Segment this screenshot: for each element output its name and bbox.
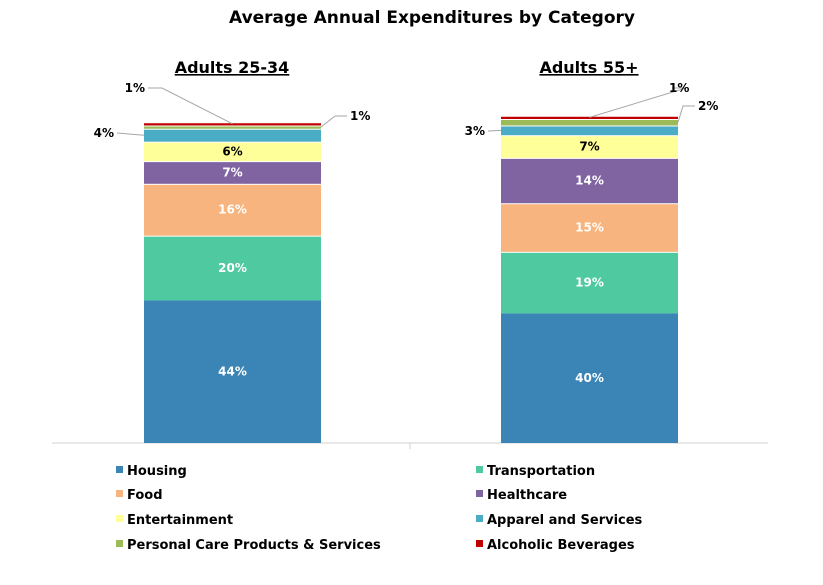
legend-label: Alcoholic Beverages	[487, 538, 635, 553]
data-label: 4%	[94, 126, 114, 140]
group-label: Adults 25-34	[175, 58, 290, 77]
leader-line	[677, 105, 695, 123]
legend-swatch	[476, 466, 483, 473]
legend-item: Housing	[116, 464, 187, 479]
legend-item: Food	[116, 488, 163, 503]
legend-item: Alcoholic Beverages	[476, 538, 635, 553]
bar-segment	[501, 116, 678, 119]
leader-line	[589, 87, 687, 118]
data-label: 16%	[218, 203, 247, 217]
legend-label: Apparel and Services	[487, 513, 643, 528]
leader-line	[320, 115, 347, 128]
bar-segment	[501, 126, 678, 136]
legend-label: Housing	[127, 464, 187, 479]
bar-segment	[501, 136, 678, 158]
group-label: Adults 55+	[539, 58, 638, 77]
data-label: 40%	[575, 371, 604, 385]
bar-segment	[144, 300, 321, 443]
data-label: 2%	[698, 99, 718, 113]
legend-label: Personal Care Products & Services	[127, 538, 381, 553]
bar-segment	[144, 129, 321, 142]
data-label: 7%	[579, 140, 599, 154]
data-label: 20%	[218, 261, 247, 275]
bar-segment	[501, 158, 678, 204]
leader-line	[487, 129, 502, 132]
data-label: 14%	[575, 174, 604, 188]
bar-segment	[144, 162, 321, 184]
leader-line	[148, 87, 233, 125]
data-label: 15%	[575, 221, 604, 235]
legend-swatch	[116, 490, 123, 497]
bar-segment	[144, 236, 321, 301]
legend-swatch	[116, 466, 123, 473]
legend-label: Healthcare	[487, 488, 567, 503]
bar-segment	[144, 126, 321, 129]
leader-line	[116, 132, 145, 136]
bar-segment	[501, 120, 678, 126]
data-label: 1%	[350, 109, 370, 123]
data-label: 19%	[575, 276, 604, 290]
legend-swatch	[116, 540, 123, 547]
legend-swatch	[116, 515, 123, 522]
legend-item: Personal Care Products & Services	[116, 538, 381, 553]
legend-item: Apparel and Services	[476, 513, 643, 528]
legend-swatch	[476, 540, 483, 547]
bar-segment	[501, 204, 678, 252]
legend-item: Entertainment	[116, 513, 233, 528]
bar-segment	[144, 123, 321, 126]
data-label: 6%	[222, 144, 242, 158]
legend-item: Healthcare	[476, 488, 567, 503]
data-label: 44%	[218, 365, 247, 379]
bar-segment	[501, 313, 678, 443]
data-label: 1%	[669, 81, 689, 95]
data-label: 7%	[222, 165, 242, 179]
chart-title: Average Annual Expenditures by Category	[229, 8, 635, 28]
legend-label: Transportation	[487, 464, 595, 479]
legend-label: Entertainment	[127, 513, 233, 528]
legend-item: Transportation	[476, 464, 595, 479]
data-label: 1%	[125, 81, 145, 95]
bar-segment	[144, 142, 321, 162]
data-label: 3%	[465, 124, 485, 138]
legend-swatch	[476, 490, 483, 497]
bar-segment	[501, 252, 678, 314]
legend-swatch	[476, 515, 483, 522]
bar-segment	[144, 184, 321, 236]
legend-label: Food	[127, 488, 163, 503]
